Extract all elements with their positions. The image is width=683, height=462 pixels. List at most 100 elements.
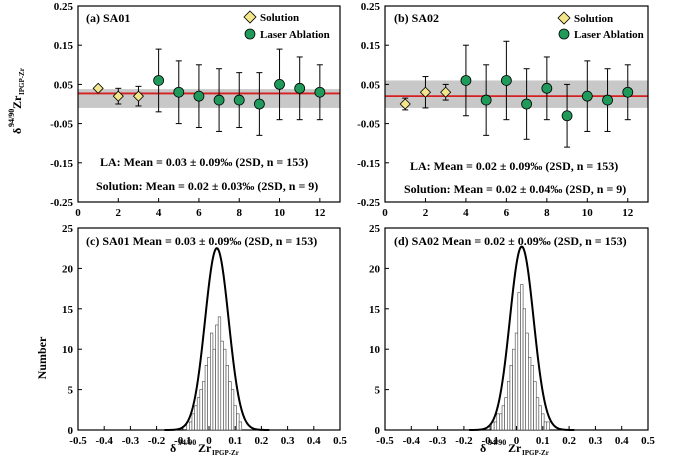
panel-b-ytick-label: 0.05 <box>361 79 381 91</box>
panel-a-legend-laser: Laser Ablation <box>260 29 330 41</box>
panel-b-xtick-label: 8 <box>544 207 550 219</box>
panel-a-ytick-label: 0.25 <box>54 1 74 13</box>
panel-a-xtick-label: 6 <box>196 207 202 219</box>
ylabel-zr: Zr <box>10 95 24 109</box>
panel-c-histogram-bar <box>238 421 243 431</box>
panel-c-xtick-label: 0.4 <box>307 435 321 447</box>
panel-a-solution-point <box>132 90 145 102</box>
panel-b-laser-point <box>581 90 593 102</box>
panel-a-laser-point <box>274 79 285 90</box>
panel-c-ytick-label: 10 <box>62 344 74 356</box>
panel-d-histogram-bar <box>496 413 500 431</box>
panel-a-laser-point <box>253 98 265 110</box>
panel-d-histogram-bar <box>522 308 527 431</box>
panel-b-laser-point <box>460 75 472 86</box>
panel-d-histogram-bar <box>506 381 511 431</box>
panel-a-laser-point <box>294 82 306 94</box>
panel-d-histogram-bar <box>493 421 498 431</box>
xlabel-c-zr: Zr <box>198 441 212 455</box>
panel-a-xtick-label: 12 <box>314 207 326 219</box>
ylabel-delta: δ <box>10 128 24 134</box>
panel-d-xtick-label: -0.3 <box>429 435 447 447</box>
xlabel-d-sub: IPGP-Zr <box>522 449 549 457</box>
panel-c-histogram-bar <box>236 413 240 431</box>
panel-d-histogram-bar <box>533 381 537 431</box>
panel-b-xtick-label: 12 <box>622 207 634 219</box>
xlabel-c-delta: δ <box>170 441 176 455</box>
panel-c-ytick-label: 20 <box>62 263 74 275</box>
panel-a-solution-point <box>92 82 104 94</box>
panel-a-xtick-label: 4 <box>156 207 162 219</box>
panel-a-ytick-label: -0.25 <box>50 197 73 209</box>
panel-a-legend: Solution Laser Ablation <box>243 10 330 41</box>
ylabel-delta-zr: δ 94/90 Zr IPGP-Zr <box>7 68 26 134</box>
panel-d-title: (d) SA02 Mean = 0.02 ± 0.09‰ (2SD, n = 1… <box>394 234 627 248</box>
legend-circle-icon <box>558 28 570 40</box>
panel-a-title: (a) SA01 <box>86 11 130 25</box>
panel-d-histogram-bar <box>538 405 542 431</box>
panel-c-histogram-bar <box>215 324 219 431</box>
panel-c-ytick-label: 15 <box>62 304 74 316</box>
panel-d-histogram-bar <box>517 292 521 431</box>
panel-d-xtick-label: -0.1 <box>481 435 498 447</box>
panel-c-title: (c) SA01 Mean = 0.03 ± 0.09‰ (2SD, n = 1… <box>86 234 317 248</box>
panel-b-laser-point <box>561 110 573 122</box>
panel-c-gaussian-curve <box>164 247 270 431</box>
panel-d-ytick-label: 10 <box>369 344 381 356</box>
panel-c-histogram-bar <box>225 365 229 431</box>
panel-a-xtick-label: 8 <box>236 207 242 219</box>
panel-d-xtick-label: -0.5 <box>376 435 394 447</box>
xlabel-d-delta: δ <box>480 441 486 455</box>
panel-d-gaussian-curve <box>469 245 575 431</box>
panel-a-laser-point <box>173 86 185 98</box>
panel-a-laser-point <box>314 86 326 98</box>
panel-b-laser-point <box>602 94 613 106</box>
panel-d-histogram-bar <box>514 332 519 431</box>
panel-d-histogram-bar <box>509 365 513 431</box>
panel-a-ytick-label: 0.15 <box>54 40 74 52</box>
panel-b-legend-solution: Solution <box>574 13 613 25</box>
panel-d-ytick-label: 25 <box>369 223 381 235</box>
panel-b-xtick-label: 2 <box>423 207 429 219</box>
panel-c-xtick-label: 0 <box>206 435 212 447</box>
panel-b-laser-point <box>541 82 553 94</box>
panel-d-xtick-label: 0.1 <box>536 435 550 447</box>
panel-b-ytick-label: 0.25 <box>361 1 381 13</box>
panel-c-xtick-label: 0.3 <box>281 435 295 447</box>
panel-a-laser-point <box>233 94 245 106</box>
panel-d-histogram-bar <box>504 397 508 431</box>
panel-c-histogram-bar <box>223 348 227 431</box>
panel-d-ytick-label: 20 <box>369 263 381 275</box>
panel-c-xtick-label: -0.4 <box>95 435 113 447</box>
panel-c-xtick-label: -0.1 <box>174 435 191 447</box>
panel-b-solution-point <box>419 86 432 98</box>
panel-b-title: (b) SA02 <box>394 11 439 25</box>
panel-d-xtick-label: -0.4 <box>403 435 421 447</box>
panel-d-histogram-bar <box>543 421 548 431</box>
panel-d-xtick-label: 0 <box>514 435 520 447</box>
panel-b-xtick-label: 4 <box>463 207 469 219</box>
panel-d-histogram-bar <box>528 356 532 431</box>
panel-d-xtick-label: 0.2 <box>562 435 576 447</box>
panel-d-ytick-label: 5 <box>375 385 381 397</box>
xlabel-c: δ 94/90 Zr IPGP-Zr <box>170 438 239 457</box>
panel-c-histogram-bar <box>189 421 193 431</box>
panel-c-histogram-bar <box>230 389 235 431</box>
panel-d-xtick-label: -0.2 <box>455 435 473 447</box>
panel-b-frame <box>384 5 649 203</box>
panel-a-laser-point <box>153 75 165 86</box>
panel-d-histogram-bar <box>530 365 534 431</box>
xlabel-c-sub: IPGP-Zr <box>212 449 239 457</box>
panel-a-annotation-solution: Solution: Mean = 0.02 ± 0.03‰ (2SD, n = … <box>96 179 318 193</box>
panel-d-histogram-bar <box>512 348 516 431</box>
panel-b-annotation-solution: Solution: Mean = 0.02 ± 0.04‰ (2SD, n = … <box>404 182 626 196</box>
legend-circle-icon <box>244 28 256 40</box>
panel-a-frame <box>77 5 341 203</box>
ylabel-number: Number <box>35 336 49 379</box>
panel-c-histogram-bar <box>204 365 208 431</box>
legend-diamond-icon <box>557 11 571 25</box>
legend-diamond-icon <box>243 10 257 24</box>
xlabel-d-sup: 94/90 <box>488 438 506 447</box>
panel-c-ytick-label: 25 <box>62 223 74 235</box>
panel-c-histogram-bar <box>207 356 211 431</box>
